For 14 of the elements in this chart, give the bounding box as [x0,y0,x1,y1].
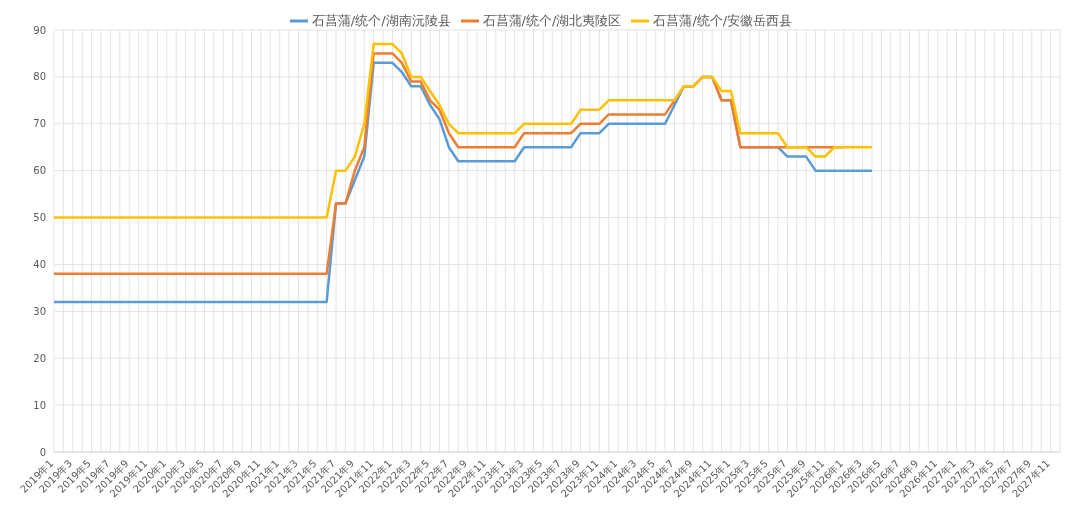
y-tick-label: 70 [33,118,46,130]
y-tick-label: 0 [39,446,46,458]
y-tick-label: 60 [33,165,46,177]
legend-label: 石菖蒲/统个/安徽岳西县 [653,12,793,30]
line-series [52,42,874,219]
y-tick-label: 50 [33,212,46,224]
y-tick-label: 80 [33,71,46,83]
y-tick-label: 10 [33,399,46,411]
y-tick-label: 20 [33,352,46,364]
y-tick-label: 30 [33,305,46,317]
y-tick-label: 40 [33,258,46,270]
y-tick-label: 90 [33,24,46,36]
legend-label: 石菖蒲/统个/湖南沅陵县 [311,12,451,30]
legend-label: 石菖蒲/统个/湖北夷陵区 [482,12,622,30]
